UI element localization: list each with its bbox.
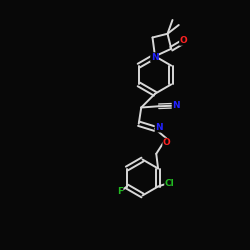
- Text: N: N: [151, 53, 158, 62]
- Text: N: N: [172, 101, 180, 110]
- Text: O: O: [180, 36, 188, 45]
- Text: Cl: Cl: [165, 179, 174, 188]
- Text: N: N: [155, 123, 163, 132]
- Text: F: F: [117, 188, 123, 196]
- Text: O: O: [163, 138, 171, 147]
